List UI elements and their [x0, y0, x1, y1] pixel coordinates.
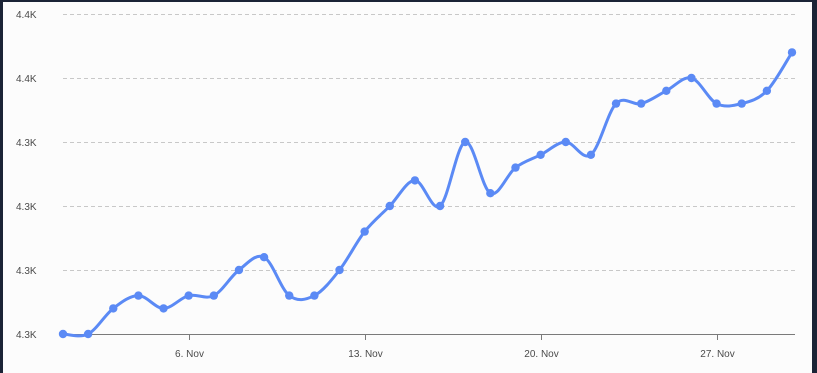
data-point[interactable] — [486, 189, 495, 198]
x-tick-label: 20. Nov — [524, 349, 558, 360]
y-tick-label: 4.3K — [16, 138, 37, 149]
y-tick-label: 4.3K — [16, 266, 37, 277]
grid-lines — [63, 14, 795, 271]
data-point[interactable] — [209, 291, 219, 300]
data-point[interactable] — [335, 265, 344, 275]
data-point[interactable] — [662, 86, 671, 96]
data-point[interactable] — [234, 265, 244, 275]
window-border-right — [812, 0, 817, 373]
data-point[interactable] — [410, 176, 420, 185]
window-border-left — [0, 0, 3, 373]
data-point[interactable] — [259, 253, 269, 262]
y-tick-label: 4.3K — [16, 330, 37, 341]
series-line-group — [61, 50, 794, 338]
x-tick-label: 13. Nov — [348, 349, 382, 360]
data-point[interactable] — [561, 137, 570, 147]
data-point[interactable] — [360, 227, 369, 236]
y-tick-label: 4.3K — [16, 202, 37, 213]
data-point[interactable] — [611, 99, 621, 108]
data-point[interactable] — [762, 86, 772, 96]
x-tick-label: 6. Nov — [175, 349, 204, 360]
data-point[interactable] — [385, 201, 394, 211]
data-point[interactable] — [83, 329, 93, 339]
data-point[interactable] — [134, 291, 143, 300]
data-point[interactable] — [586, 150, 596, 159]
data-point[interactable] — [536, 150, 545, 159]
y-tick-label: 4.4K — [16, 10, 37, 21]
data-point[interactable] — [511, 163, 520, 172]
data-point[interactable] — [58, 329, 68, 339]
data-point[interactable] — [310, 291, 319, 300]
data-point[interactable] — [109, 304, 118, 313]
plot-background — [3, 2, 812, 373]
y-tick-label: 4.4K — [16, 74, 37, 85]
data-point[interactable] — [787, 48, 797, 57]
series-markers — [58, 48, 797, 339]
y-axis-ticks: 4.3K 4.3K 4.3K 4.3K 4.4K 4.4K — [16, 10, 37, 341]
x-tick-label: 27. Nov — [700, 349, 734, 360]
data-point[interactable] — [737, 99, 746, 108]
data-point[interactable] — [285, 291, 294, 300]
window-border-top — [0, 0, 817, 2]
data-point[interactable] — [159, 304, 168, 313]
data-point[interactable] — [435, 201, 445, 211]
data-point[interactable] — [461, 137, 470, 147]
data-point[interactable] — [687, 73, 696, 83]
x-axis: 6. Nov 13. Nov 20. Nov 27. Nov — [63, 334, 795, 360]
series-line — [61, 50, 794, 338]
data-point[interactable] — [636, 99, 646, 108]
data-point[interactable] — [184, 291, 193, 300]
data-point[interactable] — [712, 99, 721, 108]
